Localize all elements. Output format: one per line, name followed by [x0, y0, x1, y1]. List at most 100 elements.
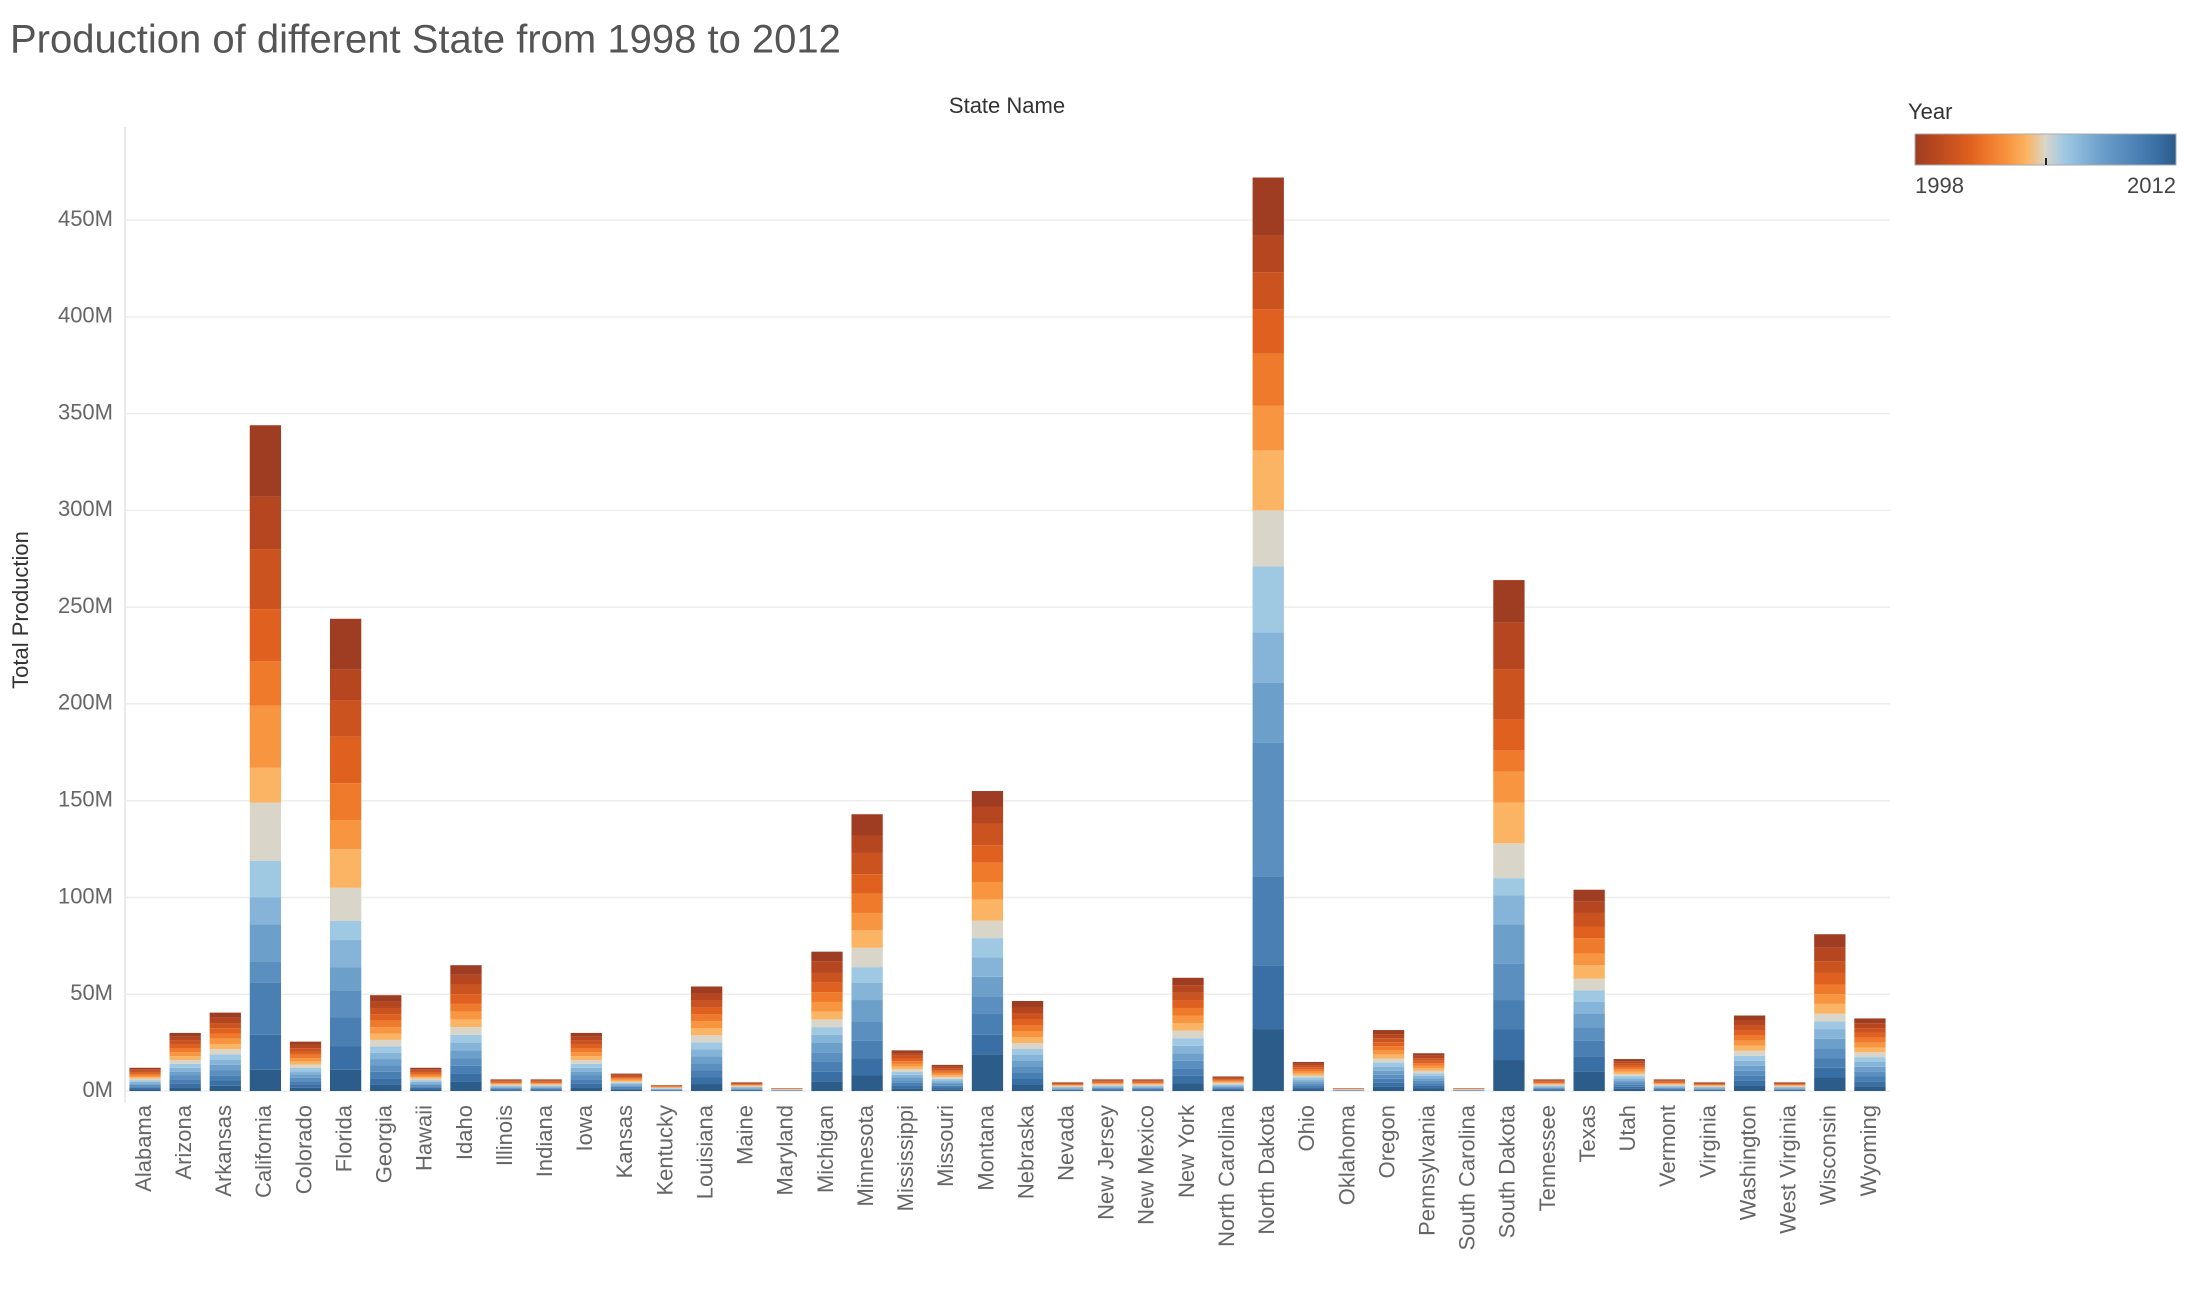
bar-segment [169, 1044, 201, 1049]
bar-segment [450, 1034, 482, 1043]
bar-segment [370, 1065, 402, 1072]
bar-segment [169, 1083, 201, 1088]
bar-segment [891, 1082, 923, 1086]
bar-segment [1533, 1089, 1565, 1091]
bar-segment [289, 1064, 322, 1068]
bar-segment [1292, 1073, 1324, 1076]
bar-segment [410, 1084, 442, 1087]
bar-segment [1613, 1071, 1645, 1074]
bar-segment [1613, 1086, 1645, 1089]
bar-segment [731, 1087, 763, 1089]
bar-segment [530, 1089, 562, 1091]
bar-segment [1172, 1060, 1204, 1069]
bar-segment [1814, 972, 1846, 985]
bar-segment [1733, 1045, 1766, 1051]
bar-segment [370, 1007, 402, 1015]
bar-segment [410, 1073, 442, 1076]
bar-segment [410, 1081, 442, 1084]
bar-segment [610, 1084, 643, 1086]
bar-segment [1693, 1088, 1726, 1089]
bar-segment [931, 1071, 963, 1074]
x-tick-label: North Carolina [1214, 1104, 1239, 1247]
bar-segment [1011, 1043, 1044, 1050]
bar-segment [1172, 1075, 1204, 1084]
bar-segment [329, 967, 362, 991]
bar-segment [209, 1049, 241, 1055]
bar-segment [811, 1071, 843, 1082]
bar-segment [1854, 1076, 1886, 1082]
x-tick-label: Minnesota [853, 1104, 878, 1206]
bar-segment [1011, 1055, 1044, 1062]
bar-segment [610, 1086, 643, 1088]
bar-segment [450, 1003, 482, 1012]
bar-segment [1493, 750, 1525, 772]
bar-segment [1854, 1052, 1886, 1058]
bar-segment [329, 783, 362, 821]
bar-segment [1814, 947, 1846, 962]
bar-segment [329, 1017, 362, 1047]
bar-segment [370, 1052, 402, 1060]
bar-segment [971, 1034, 1004, 1055]
bar-segment [891, 1069, 923, 1073]
bar-segment [851, 947, 883, 968]
bar-segment [1172, 1007, 1204, 1016]
bar-segment [1613, 1069, 1645, 1072]
bar-segment [1854, 1047, 1886, 1053]
bar-segment [1172, 1045, 1204, 1054]
x-tick-label: New York [1174, 1104, 1199, 1198]
bar-segment [169, 1048, 201, 1053]
bar-segment [1252, 566, 1284, 633]
bar-segment [410, 1078, 442, 1081]
bar-segment [1252, 272, 1284, 310]
bar-segment [1372, 1078, 1405, 1083]
bar-segment [1092, 1079, 1124, 1081]
bar-segment [1533, 1085, 1565, 1087]
bar-segment [1854, 1086, 1886, 1091]
bar-segment [1172, 1023, 1204, 1031]
bar-segment [971, 806, 1004, 824]
bar-segment [1011, 1067, 1044, 1074]
bar-segment [1132, 1079, 1164, 1081]
bar-segment [851, 930, 883, 948]
bar-segment [731, 1086, 763, 1087]
bar-segment [530, 1081, 562, 1083]
bar-segment [1493, 1060, 1525, 1091]
bar-segment [1092, 1089, 1124, 1091]
bar-segment [490, 1079, 522, 1081]
bar-segment [1814, 961, 1846, 973]
bar-segment [1372, 1074, 1405, 1079]
bar-segment [1814, 1021, 1846, 1030]
bar-segment [1854, 1028, 1886, 1033]
bar-segment [1774, 1089, 1806, 1091]
bar-segment [209, 1023, 241, 1029]
bar-segment [1814, 1077, 1846, 1091]
bar-segment [851, 893, 883, 913]
bar-segment [1774, 1085, 1806, 1086]
bar-segment [1653, 1087, 1686, 1088]
bar-segment [1653, 1082, 1686, 1084]
bar-segment [1292, 1081, 1324, 1084]
bar-segment [209, 1028, 241, 1034]
bar-segment [1252, 1029, 1284, 1091]
bar-segment [1011, 1079, 1044, 1086]
x-tick-label: New Mexico [1134, 1105, 1159, 1225]
bar-segment [1653, 1083, 1686, 1085]
bar-segment [811, 972, 843, 983]
bar-segment [1052, 1088, 1084, 1090]
bar-segment [691, 1042, 723, 1050]
bar-segment [490, 1082, 522, 1084]
bar-segment [289, 1081, 322, 1085]
bar-segment [1533, 1087, 1565, 1088]
bar-segment [1252, 353, 1284, 406]
bar-segment [1814, 984, 1846, 995]
bar-segment [570, 1044, 602, 1049]
bar-segment [610, 1075, 643, 1078]
bar-segment [490, 1084, 522, 1086]
x-tick-label: North Dakota [1254, 1104, 1279, 1234]
bar-segment [1172, 1015, 1204, 1024]
bar-segment [1212, 1087, 1244, 1089]
bar-segment [1814, 934, 1846, 948]
bar-segment [971, 862, 1004, 882]
bar-segment [1854, 1071, 1886, 1077]
bar-segment [931, 1084, 963, 1086]
